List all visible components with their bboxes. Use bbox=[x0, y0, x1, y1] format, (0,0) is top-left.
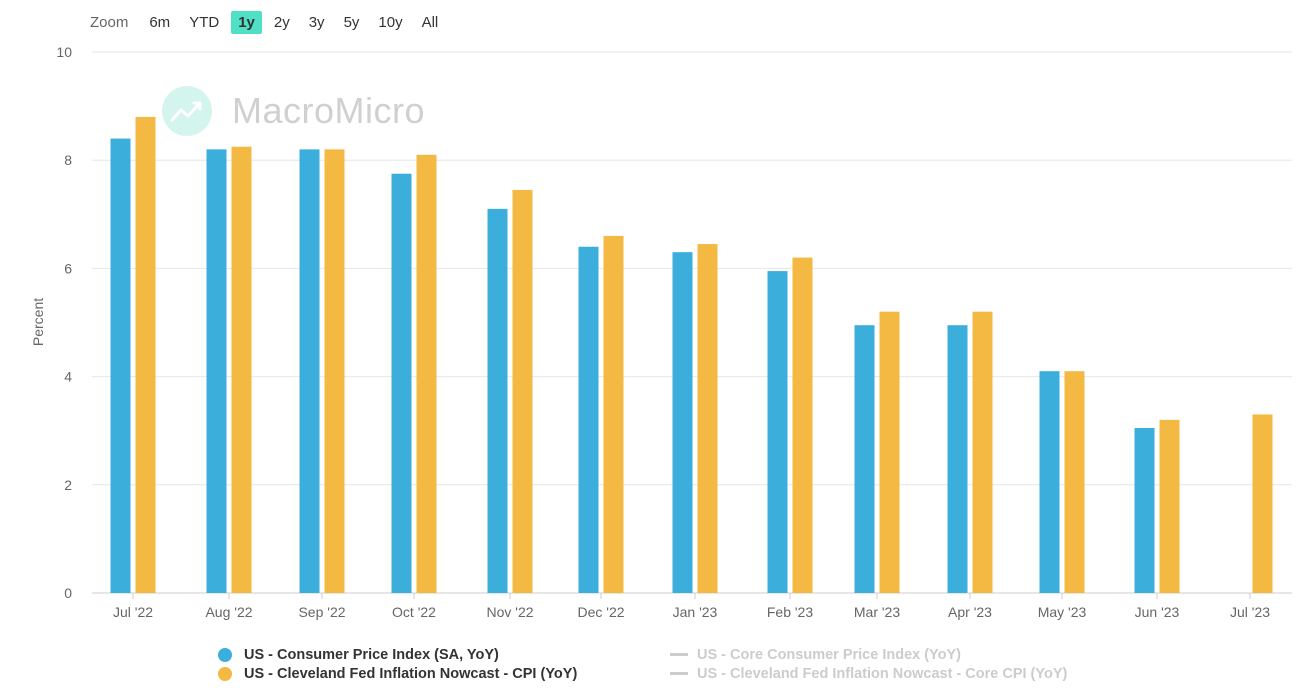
zoom-ytd-button[interactable]: YTD bbox=[189, 13, 220, 31]
x-tick-label: Jan '23 bbox=[673, 604, 718, 620]
legend-label: US - Core Consumer Price Index (YoY) bbox=[697, 646, 962, 663]
bar-cpi bbox=[947, 325, 968, 593]
bar-nowcast-cpi bbox=[231, 146, 252, 594]
x-tick-label: Jul '23 bbox=[1230, 604, 1270, 620]
y-axis-label: Percent bbox=[30, 298, 46, 346]
bar-nowcast-cpi bbox=[416, 154, 437, 594]
x-tick-label: Nov '22 bbox=[486, 604, 533, 620]
legend-item-cpi[interactable]: US - Consumer Price Index (SA, YoY) bbox=[218, 645, 577, 664]
bar-cpi bbox=[1039, 371, 1060, 593]
bar-cpi bbox=[299, 149, 320, 593]
bar-cpi bbox=[1134, 427, 1155, 593]
legend-label: US - Cleveland Fed Inflation Nowcast - C… bbox=[697, 665, 1068, 682]
bar-cpi bbox=[767, 271, 788, 593]
bar-cpi bbox=[110, 138, 131, 593]
series-marker bbox=[218, 647, 232, 662]
y-tick-labels: 0 2 4 6 8 10 bbox=[56, 44, 72, 601]
bar-cpi bbox=[672, 252, 693, 594]
bar-nowcast-cpi bbox=[1064, 371, 1085, 593]
bar-nowcast-cpi bbox=[324, 149, 345, 593]
zoom-all-button[interactable]: All bbox=[421, 13, 439, 31]
x-tick-label: Mar '23 bbox=[854, 604, 900, 620]
bar-cpi bbox=[578, 246, 599, 593]
legend-active: US - Consumer Price Index (SA, YoY) US -… bbox=[218, 645, 577, 683]
zoom-label: Zoom bbox=[90, 13, 129, 31]
bar-nowcast-cpi bbox=[972, 311, 993, 593]
x-tick-label: Feb '23 bbox=[767, 604, 813, 620]
zoom-5y-button[interactable]: 5y bbox=[343, 13, 360, 31]
legend-item-nowcast-core-cpi[interactable]: US - Cleveland Fed Inflation Nowcast - C… bbox=[670, 664, 1067, 683]
bar-cpi bbox=[206, 149, 227, 593]
series-marker bbox=[670, 653, 688, 656]
y-tick-label: 6 bbox=[64, 260, 72, 276]
x-tick-label: Apr '23 bbox=[948, 604, 992, 620]
bar-nowcast-cpi bbox=[135, 116, 156, 594]
zoom-10y-button[interactable]: 10y bbox=[378, 13, 403, 31]
chart: 0 2 4 6 8 10 Jul '22 Aug '22 Sep '22 Oct '22 Nov … bbox=[30, 44, 1292, 620]
macromicro-logo: MacroMicro bbox=[162, 86, 425, 136]
legend-label: US - Cleveland Fed Inflation Nowcast - C… bbox=[244, 665, 578, 682]
x-tick-labels: Jul '22 Aug '22 Sep '22 Oct '22 Nov '22 Dec '… bbox=[113, 593, 1270, 620]
bar-nowcast-cpi bbox=[1252, 414, 1273, 593]
x-tick-label: Oct '22 bbox=[392, 604, 436, 620]
bar-nowcast-cpi bbox=[879, 311, 900, 593]
y-tick-label: 0 bbox=[64, 585, 72, 601]
x-tick-label: Dec '22 bbox=[577, 604, 624, 620]
logo-chart-icon bbox=[162, 86, 212, 136]
x-tick-label: Jun '23 bbox=[1135, 604, 1180, 620]
x-tick-label: Jul '22 bbox=[113, 604, 153, 620]
legend-hidden: US - Core Consumer Price Index (YoY) US … bbox=[670, 645, 1067, 683]
legend-item-nowcast-cpi[interactable]: US - Cleveland Fed Inflation Nowcast - C… bbox=[218, 664, 577, 683]
y-tick-label: 2 bbox=[64, 477, 72, 493]
zoom-6m-button[interactable]: 6m bbox=[149, 13, 171, 31]
zoom-2y-button[interactable]: 2y bbox=[273, 13, 290, 31]
y-tick-label: 4 bbox=[64, 369, 72, 385]
bar-nowcast-cpi bbox=[1159, 419, 1180, 593]
x-tick-label: Aug '22 bbox=[205, 604, 252, 620]
bar-cpi bbox=[854, 325, 875, 593]
x-tick-label: Sep '22 bbox=[298, 604, 345, 620]
y-tick-label: 8 bbox=[64, 152, 72, 168]
logo-text: MacroMicro bbox=[232, 90, 426, 131]
series-marker bbox=[218, 666, 232, 681]
zoom-1y-button[interactable]: 1y bbox=[231, 10, 262, 34]
series-marker bbox=[670, 672, 688, 675]
bar-nowcast-cpi bbox=[792, 257, 813, 593]
legend-label: US - Consumer Price Index (SA, YoY) bbox=[244, 646, 499, 663]
bar-cpi bbox=[391, 173, 412, 593]
bar-nowcast-cpi bbox=[512, 189, 533, 593]
bars bbox=[110, 116, 1273, 594]
bar-nowcast-cpi bbox=[603, 235, 624, 593]
x-tick-label: May '23 bbox=[1038, 604, 1087, 620]
legend-item-core-cpi[interactable]: US - Core Consumer Price Index (YoY) bbox=[670, 645, 1067, 664]
zoom-3y-button[interactable]: 3y bbox=[308, 13, 325, 31]
bar-cpi bbox=[487, 208, 508, 593]
y-tick-label: 10 bbox=[56, 44, 72, 60]
bar-nowcast-cpi bbox=[697, 244, 718, 593]
zoom-bar: Zoom 6m YTD 1y 2y 3y 5y 10y All bbox=[90, 9, 450, 35]
